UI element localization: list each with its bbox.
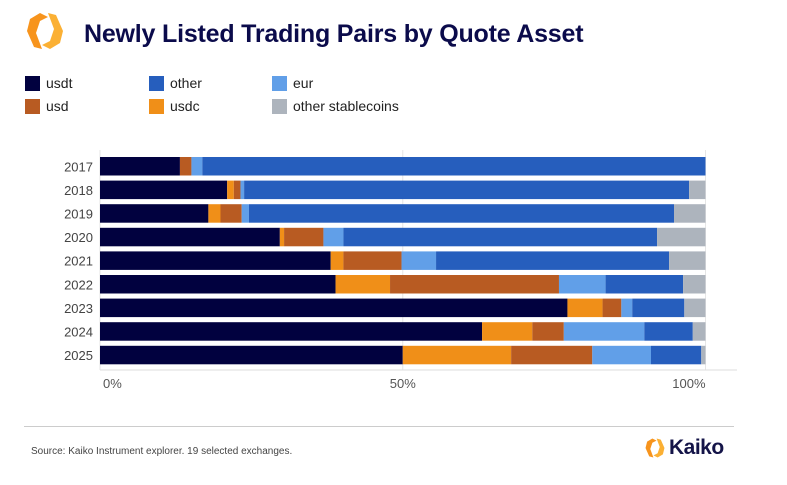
bar-segment-usdc-2018	[227, 180, 234, 200]
legend-item-other: other	[149, 75, 202, 91]
bar-segment-eur-2020	[323, 227, 344, 247]
legend-swatch	[149, 98, 164, 114]
legend-item-usdt: usdt	[25, 75, 72, 91]
bar-segment-eur-2025	[592, 345, 652, 365]
bar-segment-other-stablecoins-2025	[701, 345, 706, 365]
y-tick-label: 2023	[64, 301, 93, 316]
y-tick-label: 2022	[64, 277, 93, 292]
y-tick-label: 2017	[64, 159, 93, 174]
bar-segment-usdt-2022	[100, 275, 336, 294]
bar-segment-usdc-2020	[279, 227, 285, 247]
bar-segment-other-2022	[605, 275, 684, 294]
bar-segment-usdt-2021	[100, 251, 331, 270]
bar-segment-usdc-2021	[330, 251, 344, 270]
kaiko-logo-icon	[645, 438, 665, 458]
brand-name: Kaiko	[669, 436, 724, 459]
bar-segment-eur-2017	[191, 157, 203, 176]
y-tick-label: 2025	[64, 348, 93, 363]
legend-swatch	[149, 75, 164, 91]
legend-item-usdc: usdc	[149, 98, 200, 114]
bar-segment-usdt-2024	[100, 322, 483, 341]
bar-segment-usdc-2023	[567, 298, 603, 318]
bar-segment-usd-2019	[220, 204, 242, 223]
legend-label: eur	[293, 75, 314, 91]
kaiko-brand: Kaiko	[645, 436, 724, 460]
bar-segment-eur-2022	[558, 275, 606, 294]
legend-label: usdc	[170, 98, 200, 114]
bar-segment-usdt-2020	[100, 227, 280, 247]
y-tick-label: 2018	[64, 183, 93, 198]
bar-segment-other-stablecoins-2022	[683, 275, 706, 294]
y-tick-label: 2019	[64, 206, 93, 221]
legend-label: other stablecoins	[293, 98, 399, 114]
y-tick-label: 2021	[64, 254, 93, 269]
legend-label: usd	[46, 98, 69, 114]
bar-segment-usd-2021	[343, 251, 402, 270]
legend-item-other-stablecoins: other stablecoins	[272, 98, 399, 114]
bar-segment-eur-2019	[241, 204, 249, 223]
bar-segment-usdc-2022	[335, 275, 391, 294]
bar-segment-other-2025	[651, 345, 702, 365]
bar-segment-usd-2024	[532, 322, 564, 341]
bar-segment-usdc-2024	[482, 322, 533, 341]
bar-segment-eur-2018	[240, 180, 245, 200]
bar-segment-usdc-2025	[402, 345, 512, 365]
legend-swatch	[272, 98, 287, 114]
legend-label: other	[170, 75, 202, 91]
bar-segment-usdt-2023	[100, 298, 568, 318]
bar-segment-eur-2023	[621, 298, 633, 318]
bar-segment-usdt-2018	[100, 180, 228, 200]
y-tick-label: 2020	[64, 230, 93, 245]
bar-segment-other-2023	[632, 298, 685, 318]
bar-segment-usdt-2017	[100, 157, 180, 176]
legend-item-usd: usd	[25, 98, 69, 114]
kaiko-logo-icon	[26, 11, 64, 56]
footer-divider	[24, 426, 734, 427]
bar-segment-usdc-2019	[208, 204, 221, 223]
bar-segment-usd-2018	[233, 180, 241, 200]
stacked-bar-chart: 2017 2018 2019 2020 2021 2022 2023 2024 2025 0% 50…	[64, 150, 737, 391]
bar-segment-eur-2024	[563, 322, 645, 341]
bar-segment-eur-2021	[401, 251, 437, 270]
x-tick-label: 0%	[103, 376, 122, 391]
x-tick-label: 100%	[672, 376, 706, 391]
bar-segment-other-stablecoins-2024	[692, 322, 706, 341]
bar-segment-other-2024	[644, 322, 693, 341]
bar-segment-usd-2025	[511, 345, 593, 365]
x-tick-label: 50%	[390, 376, 416, 391]
legend-swatch	[25, 98, 40, 114]
bar-segment-other-2019	[248, 204, 675, 223]
bar-segment-usd-2022	[390, 275, 559, 294]
legend-label: usdt	[46, 75, 73, 91]
legend-swatch	[25, 75, 40, 91]
y-tick-label: 2024	[64, 324, 93, 339]
bar-segment-other-stablecoins-2018	[689, 180, 706, 200]
bar-segment-usd-2020	[284, 227, 324, 247]
legend-item-eur: eur	[272, 75, 313, 91]
bar-segment-other-stablecoins-2021	[669, 251, 706, 270]
bar-segment-other-stablecoins-2023	[684, 298, 706, 318]
bar-segment-other-2017	[202, 157, 706, 176]
chart-title: Newly Listed Trading Pairs by Quote Asse…	[84, 20, 584, 48]
bar-segment-usd-2017	[179, 157, 192, 176]
bar-segment-usd-2023	[602, 298, 622, 318]
bar-segment-other-stablecoins-2019	[674, 204, 706, 223]
bar-segment-usdt-2019	[100, 204, 209, 223]
source-note: Source: Kaiko Instrument explorer. 19 se…	[31, 446, 293, 457]
bar-segment-other-2018	[244, 180, 690, 200]
bar-segment-other-2020	[343, 227, 658, 247]
bar-segment-other-2021	[436, 251, 670, 270]
bar-segment-other-stablecoins-2020	[657, 227, 706, 247]
legend-swatch	[272, 75, 287, 91]
bar-segment-usdt-2025	[100, 345, 403, 365]
